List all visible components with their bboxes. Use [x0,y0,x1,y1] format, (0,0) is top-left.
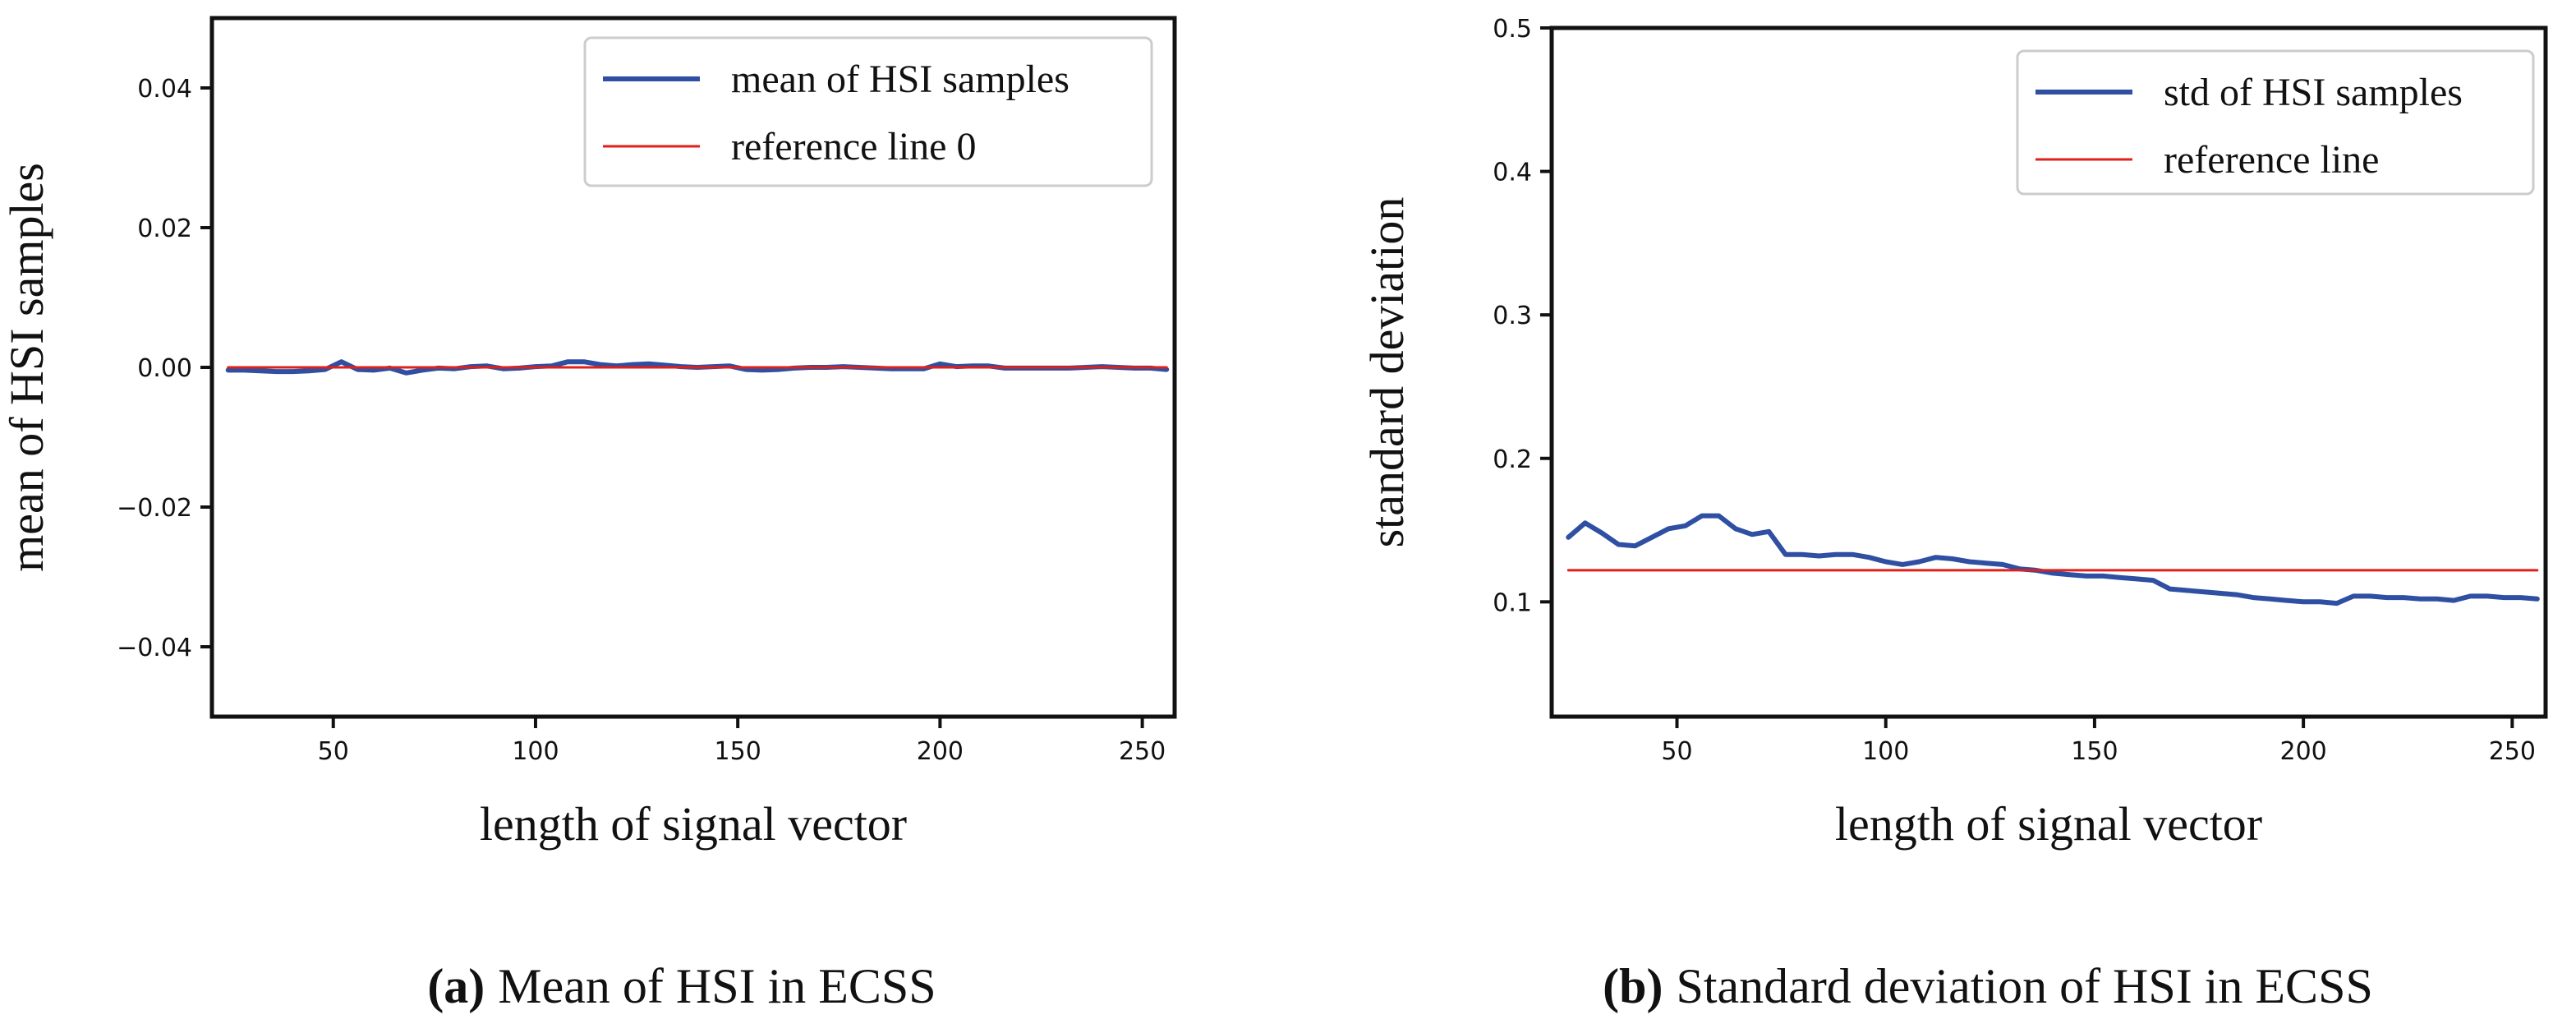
y-tick-label: 0.2 [1493,445,1532,474]
y-tick-label: 0.3 [1493,302,1532,330]
y-tick-label: 0.4 [1493,159,1532,187]
x-tick-label: 50 [318,737,349,766]
x-tick-label: 100 [1862,737,1909,766]
caption-text: Standard deviation of HSI in ECSS [1677,959,2373,1013]
legend-label: reference line 0 [731,125,976,168]
legend-label: std of HSI samples [2164,71,2463,114]
x-tick-label: 150 [715,737,761,766]
chart-panel-b: 50 100 150 200 250 0.1 0.2 0.3 0.4 0.5 std of HSI … [1360,15,2548,1013]
legend: mean of HSI samples reference line 0 [583,36,1153,187]
y-tick-label: 0.02 [137,214,192,243]
y-tick-label: 0.00 [137,354,192,383]
x-tick-label: 200 [2279,737,2326,766]
y-tick-label: −0.02 [117,494,192,523]
subfigure-caption: (a) Mean of HSI in ECSS [427,959,936,1013]
x-tick-label: 100 [512,737,559,766]
x-tick-label: 150 [2071,737,2118,766]
y-axis-label: standard deviation [1360,197,1414,548]
x-tick-label: 250 [2489,737,2536,766]
y-tick-label: 0.5 [1493,15,1532,44]
legend: std of HSI samples reference line [2016,49,2535,196]
legend-box [583,36,1153,187]
x-tick-label: 250 [1119,737,1166,766]
subfigure-caption: (b) Standard deviation of HSI in ECSS [1603,959,2373,1013]
x-tick-label: 50 [1661,737,1692,766]
y-tick-label: −0.04 [117,634,192,662]
caption-letter: (b) [1603,959,1663,1013]
caption-letter: (a) [427,959,485,1013]
x-axis-label: length of signal vector [1835,797,2262,851]
y-tick-label: 0.1 [1493,588,1532,617]
legend-label: reference line [2164,138,2379,182]
caption-text: Mean of HSI in ECSS [498,959,936,1013]
x-tick-label: 200 [917,737,964,766]
legend-label: mean of HSI samples [731,58,1070,101]
plot-frame [1549,25,2548,719]
y-axis-label: mean of HSI samples [0,163,53,572]
chart-panel-a: 50 100 150 200 250 −0.04 −0.02 0.00 0.02 0.04 mean… [0,16,1177,1013]
series-line [1566,513,2540,607]
x-axis-label: length of signal vector [480,797,907,851]
y-tick-label: 0.04 [137,75,192,104]
legend-box [2016,49,2535,196]
